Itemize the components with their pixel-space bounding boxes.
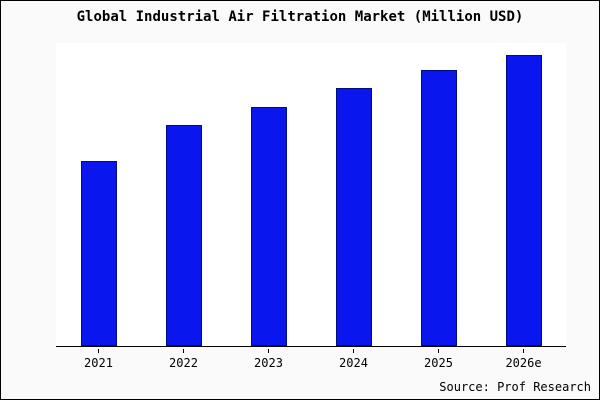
x-tick — [98, 349, 99, 353]
x-tick-label-2022: 2022 — [169, 356, 198, 370]
tick-cell-2021: 2021 — [56, 349, 141, 375]
bar-2024 — [335, 88, 372, 346]
x-tick — [183, 349, 184, 353]
tick-cell-2023: 2023 — [226, 349, 311, 375]
bar-cell-2021 — [56, 43, 141, 346]
source-text: Source: Prof Research — [439, 380, 591, 394]
x-tick-label-2026e: 2026e — [505, 356, 542, 370]
bar-cell-2024 — [311, 43, 396, 346]
bar-cell-2026e — [481, 43, 566, 346]
x-tick-label-2023: 2023 — [254, 356, 283, 370]
x-tick-label-2021: 2021 — [84, 356, 113, 370]
tick-cell-2026e: 2026e — [481, 349, 566, 375]
tick-cell-2022: 2022 — [141, 349, 226, 375]
bar-2023 — [250, 106, 287, 346]
bar-2021 — [80, 161, 117, 346]
x-tick — [523, 349, 524, 353]
bar-cell-2025 — [396, 43, 481, 346]
bar-2026e — [505, 55, 542, 346]
chart-title: Global Industrial Air Filtration Market … — [76, 9, 524, 25]
tick-cell-2024: 2024 — [311, 349, 396, 375]
x-tick-label-2024: 2024 — [339, 356, 368, 370]
tick-cell-2025: 2025 — [396, 349, 481, 375]
x-tick — [353, 349, 354, 353]
bar-2025 — [420, 70, 457, 346]
x-tick — [268, 349, 269, 353]
bar-cell-2023 — [226, 43, 311, 346]
bar-series — [56, 43, 566, 346]
x-tick-label-2025: 2025 — [424, 356, 453, 370]
bar-2022 — [165, 124, 202, 346]
bar-cell-2022 — [141, 43, 226, 346]
x-axis-tick-labels: 2021 2022 2023 2024 2025 2026e — [56, 349, 566, 375]
x-tick — [438, 349, 439, 353]
plot-area — [56, 43, 566, 347]
